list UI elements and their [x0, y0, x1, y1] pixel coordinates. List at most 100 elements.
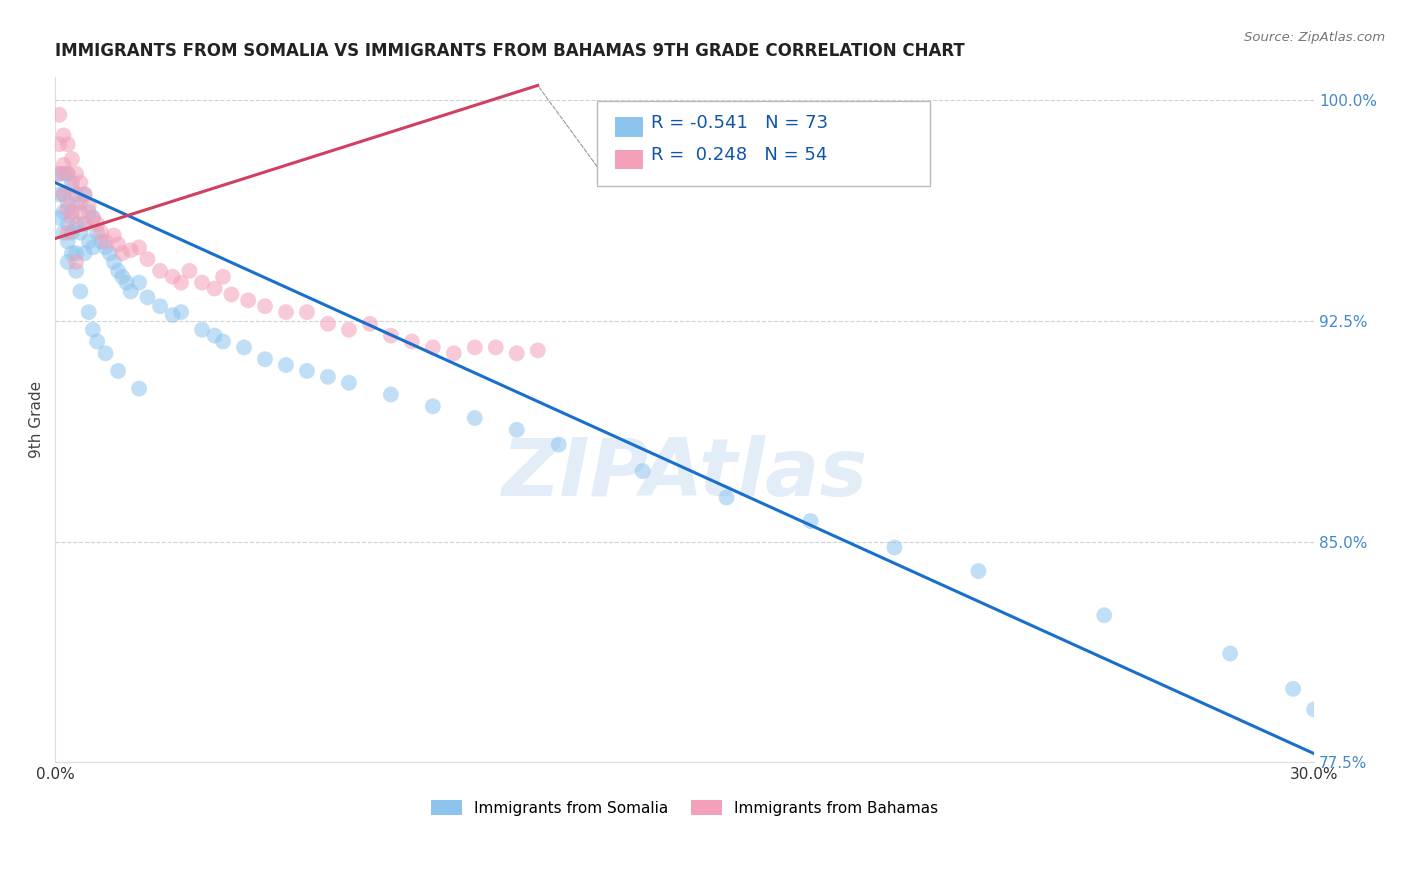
Point [82, 240, 104, 254]
Point [98, 246, 121, 260]
Point [221, 287, 243, 301]
Point [77, 205, 100, 219]
Point [69, 226, 91, 240]
Point [69, 196, 91, 211]
Point [359, 317, 381, 331]
Point [253, 352, 276, 367]
Point [162, 308, 184, 322]
Point [86, 217, 108, 231]
Point [65, 255, 87, 269]
Point [401, 334, 423, 349]
Point [48, 108, 70, 122]
Point [60, 181, 83, 195]
Point [52, 187, 75, 202]
Text: ZIPAtlas: ZIPAtlas [502, 435, 868, 514]
Point [253, 299, 276, 313]
Point [274, 358, 297, 372]
Point [162, 269, 184, 284]
Point [56, 167, 79, 181]
Point [56, 226, 79, 240]
Text: IMMIGRANTS FROM SOMALIA VS IMMIGRANTS FROM BAHAMAS 9TH GRADE CORRELATION CHART: IMMIGRANTS FROM SOMALIA VS IMMIGRANTS FR… [55, 42, 965, 60]
FancyBboxPatch shape [596, 101, 931, 186]
Point [65, 167, 87, 181]
Point [316, 317, 339, 331]
Point [52, 128, 75, 143]
Point [464, 411, 486, 425]
Point [1092, 608, 1115, 623]
Point [86, 226, 108, 240]
Point [65, 187, 87, 202]
Y-axis label: 9th Grade: 9th Grade [30, 381, 44, 458]
Point [94, 346, 117, 360]
Point [107, 264, 129, 278]
Point [212, 269, 235, 284]
Point [52, 187, 75, 202]
Point [48, 187, 70, 202]
Point [65, 196, 87, 211]
Point [52, 226, 75, 240]
Text: R =  0.248   N = 54: R = 0.248 N = 54 [651, 146, 827, 164]
Point [464, 340, 486, 354]
Point [120, 244, 142, 258]
Point [485, 340, 508, 354]
Point [73, 187, 96, 202]
Point [77, 235, 100, 249]
Point [69, 205, 91, 219]
Point [60, 226, 83, 240]
Point [73, 217, 96, 231]
Point [526, 343, 548, 358]
Point [77, 199, 100, 213]
Point [179, 264, 201, 278]
Point [883, 541, 905, 555]
Point [56, 202, 79, 216]
Point [82, 211, 104, 225]
Point [56, 167, 79, 181]
Point [422, 340, 444, 354]
Point [238, 293, 260, 308]
Point [799, 514, 821, 528]
Point [191, 276, 214, 290]
Point [60, 152, 83, 166]
Point [1282, 681, 1305, 696]
Point [136, 290, 159, 304]
FancyBboxPatch shape [616, 150, 643, 169]
Point [128, 382, 150, 396]
Point [136, 252, 159, 266]
Point [52, 158, 75, 172]
Point [316, 369, 339, 384]
Point [115, 276, 138, 290]
Text: R = -0.541   N = 73: R = -0.541 N = 73 [651, 114, 828, 132]
Point [69, 176, 91, 190]
Point [65, 264, 87, 278]
Point [1219, 647, 1241, 661]
Point [233, 340, 256, 354]
Point [107, 364, 129, 378]
Point [56, 196, 79, 211]
Point [443, 346, 465, 360]
Point [73, 217, 96, 231]
Point [48, 211, 70, 225]
Point [506, 346, 529, 360]
Point [77, 305, 100, 319]
Point [94, 235, 117, 249]
Point [422, 399, 444, 413]
Point [380, 328, 402, 343]
Point [56, 255, 79, 269]
Point [111, 269, 134, 284]
Text: Source: ZipAtlas.com: Source: ZipAtlas.com [1244, 31, 1385, 45]
Point [204, 281, 226, 295]
Point [82, 211, 104, 225]
Point [56, 137, 79, 152]
Point [128, 276, 150, 290]
Point [48, 167, 70, 181]
Point [191, 323, 214, 337]
Point [149, 299, 172, 313]
Point [65, 246, 87, 260]
Point [94, 240, 117, 254]
Point [103, 228, 125, 243]
Point [60, 176, 83, 190]
Point [73, 246, 96, 260]
Point [90, 226, 112, 240]
Point [547, 437, 569, 451]
Point [120, 285, 142, 299]
